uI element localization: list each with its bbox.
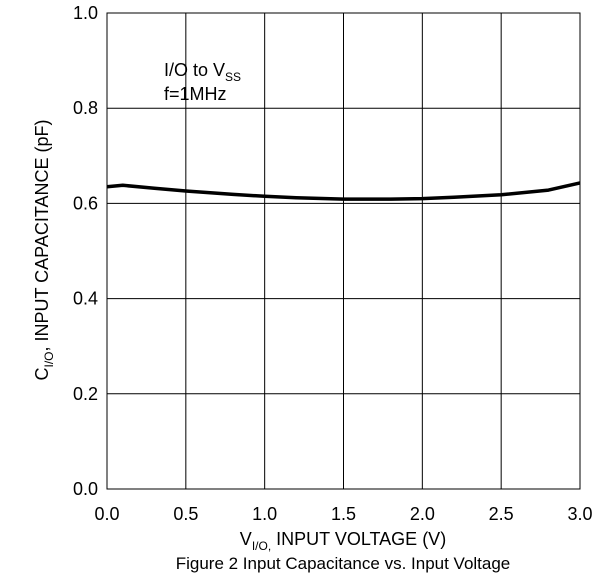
x-tick-label: 2.5 <box>489 504 514 524</box>
annotation-line-1: I/O to VSS <box>164 60 241 84</box>
x-tick-label: 2.0 <box>410 504 435 524</box>
y-tick-label: 1.0 <box>73 3 98 23</box>
y-tick-label: 0.0 <box>73 479 98 499</box>
y-tick-label: 0.8 <box>73 98 98 118</box>
plot-area <box>106 12 581 490</box>
y-tick-label: 0.6 <box>73 193 98 213</box>
x-tick-label: 1.5 <box>331 504 356 524</box>
x-axis-label: VI/O, INPUT VOLTAGE (V) <box>240 529 446 553</box>
x-tick-label: 3.0 <box>567 504 592 524</box>
series-layer <box>106 181 581 201</box>
y-axis-label: CI/O, INPUT CAPACITANCE (pF) <box>32 119 56 380</box>
tick-labels: 0.0 0.5 1.0 1.5 2.0 2.5 3.0 0.0 0.2 0.4 0.6 0.8 1.0 <box>73 3 593 524</box>
x-tick-label: 1.0 <box>252 504 277 524</box>
y-tick-label: 0.4 <box>73 289 98 309</box>
y-tick-label: 0.2 <box>73 384 98 404</box>
series-line <box>106 181 581 201</box>
x-tick-label: 0.5 <box>173 504 198 524</box>
annotation-line-2: f=1MHz <box>164 84 227 104</box>
x-tick-label: 0.0 <box>94 504 119 524</box>
figure-caption: Figure 2 Input Capacitance vs. Input Vol… <box>176 554 511 573</box>
annotation: I/O to VSS f=1MHz <box>164 60 241 104</box>
